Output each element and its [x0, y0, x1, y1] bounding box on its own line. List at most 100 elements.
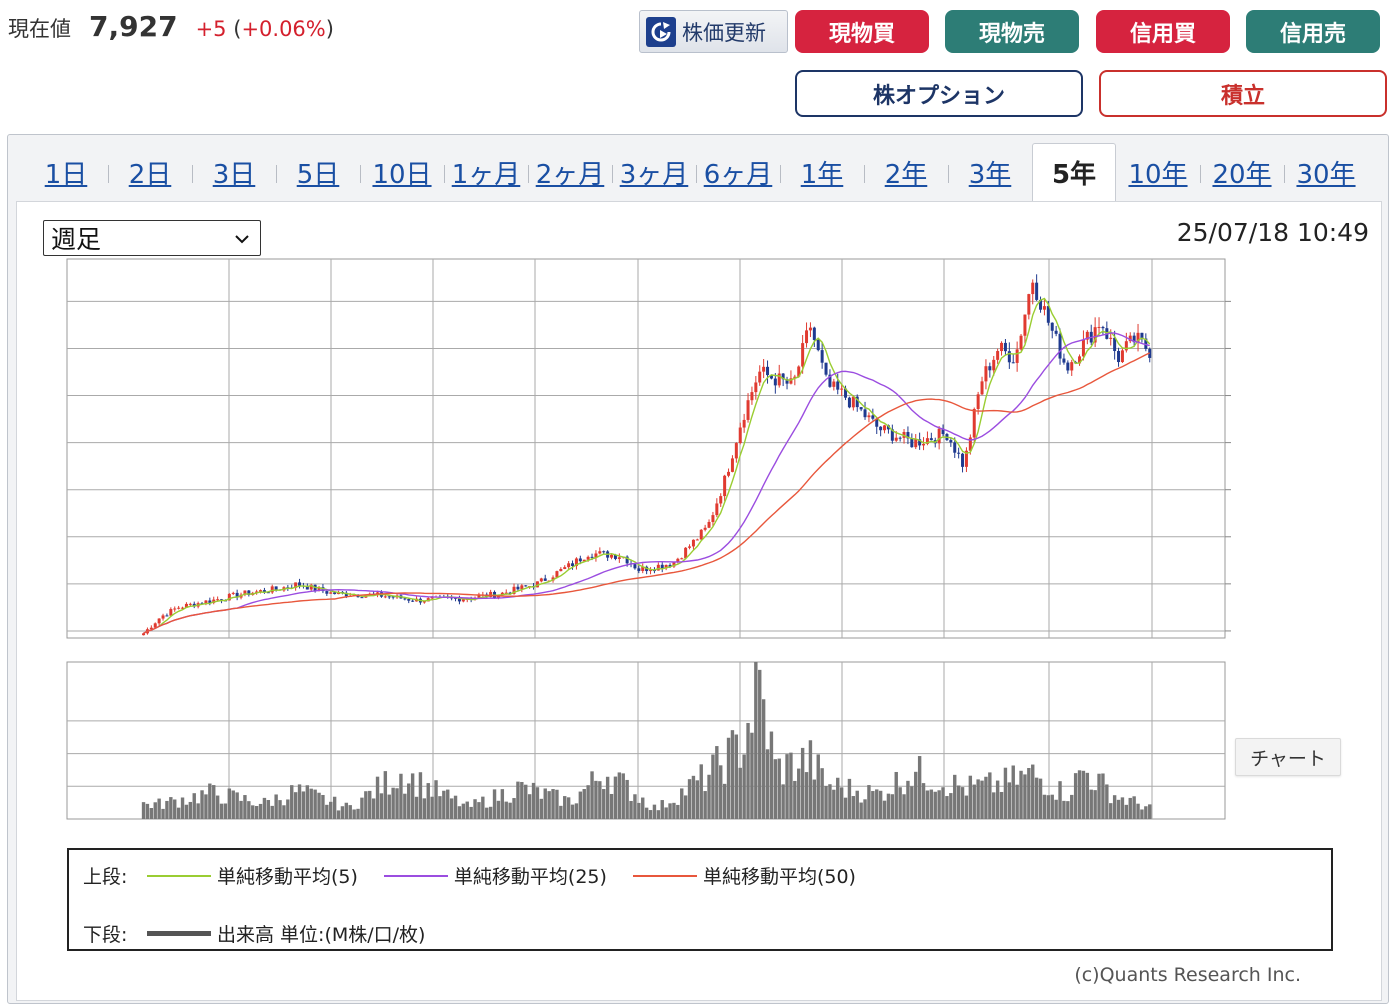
candle-body [582, 559, 586, 562]
candle-body [937, 428, 941, 444]
volume-bar [465, 801, 469, 819]
volume-bar [442, 790, 446, 819]
volume-bar [1007, 782, 1012, 819]
interval-select-value: 週足 [51, 225, 102, 254]
chart-tooltip-button[interactable]: チャート [1235, 738, 1341, 776]
volume-bar [180, 797, 185, 819]
tab-7[interactable]: 3ヶ月 [619, 159, 689, 190]
candle-body [816, 339, 820, 351]
volume-bar [387, 794, 391, 819]
volume-bar [344, 802, 349, 819]
volume-bar [488, 806, 493, 819]
candle-body [691, 539, 695, 547]
candle-body [746, 400, 750, 420]
candle-body [719, 496, 723, 504]
volume-bar [1019, 770, 1023, 819]
candle-body [535, 581, 539, 588]
tab-10[interactable]: 2年 [884, 159, 928, 190]
refresh-price-button[interactable]: 株価更新 [639, 10, 788, 53]
candle-body [641, 566, 645, 572]
volume-bar [695, 780, 700, 819]
tab-8[interactable]: 6ヶ月 [703, 159, 773, 190]
volume-bar [196, 803, 200, 819]
tab-12[interactable]: 5年 [1032, 143, 1116, 201]
candle-body [520, 585, 524, 590]
volume-bar [492, 789, 497, 819]
tab-3[interactable]: 5日 [296, 159, 340, 190]
volume-bar [699, 764, 703, 819]
candle-body [707, 521, 711, 528]
volume-bar [719, 765, 723, 819]
volume-bar [282, 805, 286, 819]
volume-bar [984, 776, 988, 819]
volume-bar [598, 781, 602, 819]
interval-select[interactable]: 週足 [43, 220, 261, 256]
candle-body [391, 596, 395, 598]
margin-sell-button[interactable]: 信用売 [1246, 10, 1380, 53]
candle-body [668, 564, 672, 567]
volume-bar [902, 794, 906, 819]
tab-1[interactable]: 2日 [128, 159, 172, 190]
candle-body [216, 599, 220, 601]
legend-ma50-label: 単純移動平均(50) [702, 866, 856, 888]
volume-bar [1081, 770, 1086, 819]
candle-body [1109, 337, 1113, 339]
volume-bar [555, 789, 559, 819]
volume-bar [223, 803, 228, 819]
tab-6[interactable]: 2ヶ月 [535, 159, 605, 190]
candle-body [730, 458, 734, 472]
volume-bar [925, 790, 930, 819]
tab-14[interactable]: 20年 [1212, 159, 1272, 190]
legend-ma50: 単純移動平均(50) [632, 862, 856, 889]
candle-body [543, 578, 547, 581]
margin-buy-button[interactable]: 信用買 [1096, 10, 1230, 53]
tab-0[interactable]: 1日 [44, 159, 88, 190]
candle-body [578, 558, 582, 562]
candle-body [988, 366, 992, 371]
volume-bar [434, 780, 438, 819]
tab-separator [696, 165, 697, 183]
volume-bar [820, 768, 824, 819]
tab-5[interactable]: 1ヶ月 [451, 159, 521, 190]
volume-bar [703, 791, 707, 819]
refresh-icon [646, 16, 676, 47]
chevron-down-icon [235, 235, 249, 244]
legend-ma5-label: 単純移動平均(5) [217, 866, 358, 888]
candle-body [1015, 349, 1019, 363]
candle-body [586, 556, 590, 560]
volume-bar [765, 749, 770, 819]
cash-sell-button[interactable]: 現物売 [945, 10, 1079, 53]
candle-body [1113, 337, 1117, 352]
tab-4[interactable]: 10日 [372, 159, 432, 190]
volume-bar [668, 803, 672, 819]
volume-bar [547, 791, 551, 819]
tab-11[interactable]: 3年 [968, 159, 1012, 190]
candle-body [555, 571, 559, 578]
savings-button[interactable]: 積立 [1099, 70, 1387, 117]
candle-body [1124, 341, 1128, 351]
candle-body [996, 351, 1000, 360]
volume-bar [1085, 772, 1090, 819]
candle-body [801, 343, 805, 367]
volume-bar [531, 782, 536, 819]
stock-option-button[interactable]: 株オプション [795, 70, 1083, 117]
volume-bar [676, 804, 680, 819]
price-chart [66, 258, 1231, 820]
volume-bar [364, 791, 368, 819]
candle-body [1136, 332, 1140, 343]
tab-9[interactable]: 1年 [800, 159, 844, 190]
candle-body [1000, 342, 1004, 352]
volume-bar [410, 773, 415, 819]
tab-13[interactable]: 10年 [1128, 159, 1188, 190]
candle-body [403, 598, 407, 600]
volume-bar [754, 662, 758, 819]
candle-body [317, 587, 321, 591]
cash-buy-button[interactable]: 現物買 [795, 10, 929, 53]
volume-bar [863, 799, 867, 819]
candle-body [1081, 339, 1085, 357]
volume-bar [785, 754, 789, 819]
candle-body [613, 554, 617, 559]
volume-bar [586, 785, 590, 819]
tab-15[interactable]: 30年 [1296, 159, 1356, 190]
tab-2[interactable]: 3日 [212, 159, 256, 190]
